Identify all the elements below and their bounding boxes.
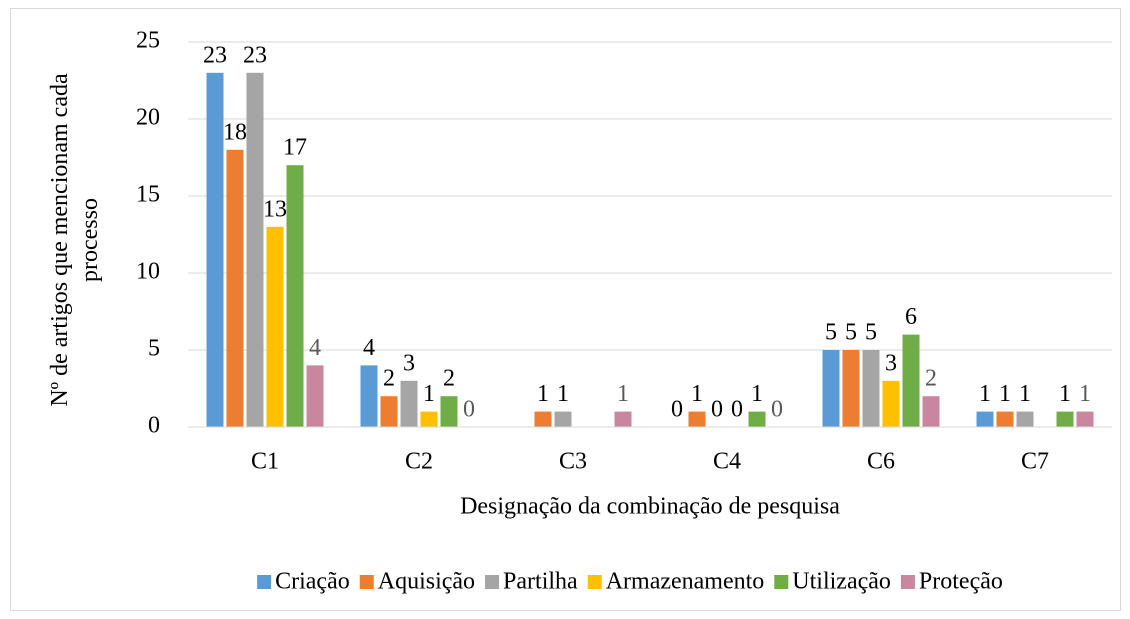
data-label: 4	[309, 335, 321, 361]
bar	[246, 72, 264, 428]
data-label: 5	[845, 320, 857, 346]
bar	[380, 396, 398, 427]
data-label: 1	[751, 381, 763, 407]
data-label: 2	[383, 366, 395, 392]
data-label: 3	[885, 350, 897, 376]
bar	[822, 350, 840, 427]
data-label: 1	[1019, 381, 1031, 407]
legend-label: Criação	[275, 569, 350, 595]
bar	[306, 365, 324, 427]
data-label: 1	[1059, 381, 1071, 407]
bar	[688, 411, 706, 427]
legend-label: Aquisição	[378, 569, 475, 595]
bar	[206, 72, 224, 428]
bar	[1016, 411, 1034, 427]
legend-label: Utilização	[792, 569, 891, 595]
x-tick-label: C6	[867, 449, 895, 475]
data-label: 3	[403, 350, 415, 376]
bar	[996, 411, 1014, 427]
data-label: 1	[999, 381, 1011, 407]
bar	[554, 411, 572, 427]
legend-label: Partilha	[503, 569, 578, 595]
y-axis-label: Nº de artigos que mencionam cada process…	[47, 73, 103, 407]
bar	[226, 149, 244, 428]
x-tick-label: C3	[559, 449, 587, 475]
data-label: 1	[617, 381, 629, 407]
y-tick-label: 25	[136, 28, 160, 54]
data-label: 13	[263, 196, 287, 222]
y-tick-label: 0	[148, 413, 160, 439]
legend-swatch	[359, 575, 374, 589]
legend-swatch	[587, 575, 602, 589]
y-tick-label: 15	[136, 182, 160, 208]
y-tick-label: 10	[136, 259, 160, 285]
x-tick-label: C4	[713, 449, 741, 475]
bar	[976, 411, 994, 427]
bar	[420, 411, 438, 427]
data-label: 23	[203, 42, 227, 68]
legend-swatch	[485, 575, 500, 589]
bar	[286, 165, 304, 427]
bar	[360, 365, 378, 427]
data-label: 17	[283, 135, 307, 161]
data-label: 1	[423, 381, 435, 407]
data-label: 5	[825, 320, 837, 346]
chart-border	[10, 8, 1121, 611]
data-label: 0	[731, 397, 743, 423]
bar	[534, 411, 552, 427]
x-tick-label: C7	[1021, 449, 1049, 475]
data-label: 1	[557, 381, 569, 407]
x-axis-label: Designação da combinação de pesquisa	[460, 494, 840, 520]
legend-swatch	[900, 575, 915, 589]
data-label: 0	[771, 397, 783, 423]
data-label: 0	[463, 397, 475, 423]
data-label: 23	[243, 42, 267, 68]
y-tick-label: 20	[136, 105, 160, 131]
data-label: 1	[979, 381, 991, 407]
bar	[1076, 411, 1094, 427]
bar	[902, 334, 920, 427]
bar	[922, 396, 940, 427]
bar	[266, 226, 284, 427]
data-label: 1	[691, 381, 703, 407]
y-tick-label: 5	[148, 336, 160, 362]
data-label: 1	[1079, 381, 1091, 407]
bar	[440, 396, 458, 427]
bar	[842, 350, 860, 427]
legend-label: Proteção	[919, 569, 1003, 595]
data-label: 0	[671, 397, 683, 423]
bar	[400, 380, 418, 427]
data-label: 18	[223, 119, 247, 145]
bar	[882, 380, 900, 427]
legend-swatch	[257, 575, 272, 589]
bar	[862, 350, 880, 427]
data-label: 4	[363, 335, 375, 361]
data-label: 6	[905, 304, 917, 330]
legend-label: Armazenamento	[606, 569, 765, 595]
data-label: 2	[443, 366, 455, 392]
data-label: 0	[711, 397, 723, 423]
x-tick-label: C1	[251, 449, 279, 475]
bar	[748, 411, 766, 427]
data-label: 5	[865, 320, 877, 346]
data-label: 2	[925, 366, 937, 392]
data-label: 1	[537, 381, 549, 407]
bar	[1056, 411, 1074, 427]
bar	[614, 411, 632, 427]
x-tick-label: C2	[405, 449, 433, 475]
legend-swatch	[774, 575, 789, 589]
